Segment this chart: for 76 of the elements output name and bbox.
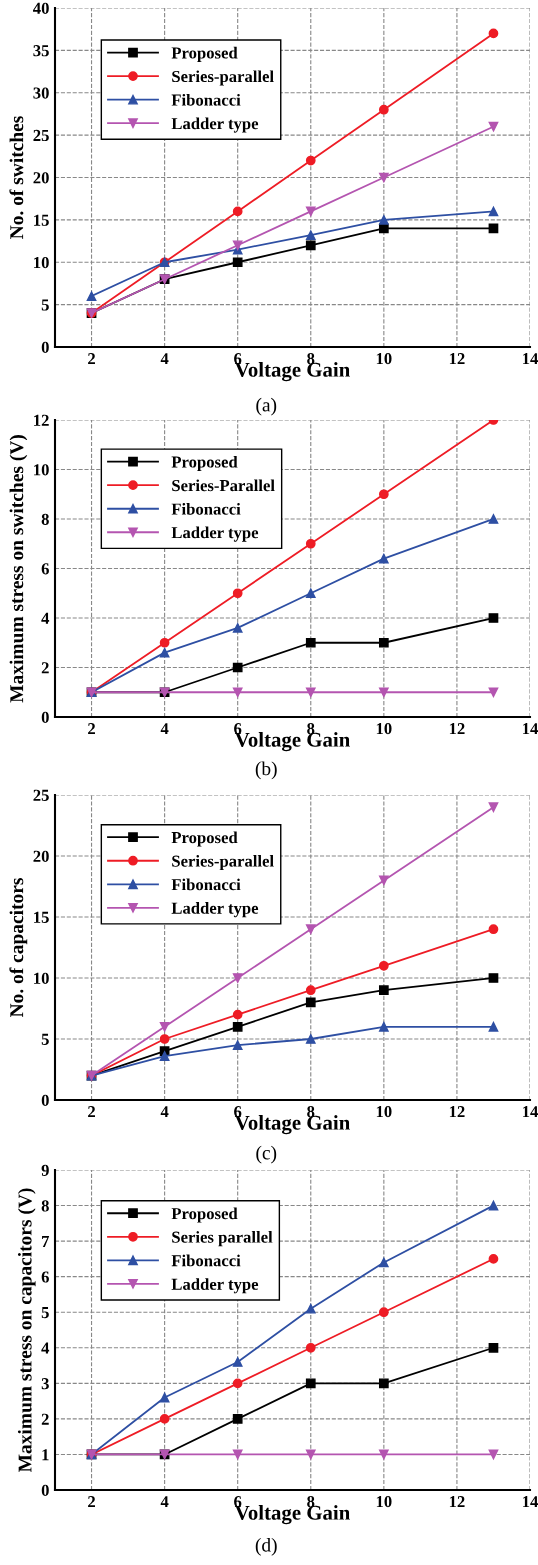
y-tick-label: 0 [41,1484,49,1496]
x-tick-label: 12 [449,723,465,735]
y-tick-label: 15 [34,911,49,923]
x-tick-label: 2 [88,723,95,735]
legend-label: Proposed [171,831,238,847]
y-tick-label: 8 [41,1200,49,1212]
y-axis-title: Maximum stress on switches (V) [9,435,28,703]
y-tick-label: 5 [41,1307,49,1319]
legend-label: Fibonacci [171,93,241,106]
text: (a) [256,397,277,416]
legend-label: Proposed [171,455,238,472]
y-tick-label: 20 [33,850,49,862]
y-tick-label: 4 [41,612,50,624]
legend-label: Proposed [171,46,238,62]
legend-label: Fibonacci [171,1254,241,1267]
y-tick-label: 40 [33,2,49,14]
legend-label: Proposed [171,1207,238,1223]
x-tick-label: 10 [376,353,392,365]
x-tick-label: 4 [160,1496,169,1508]
y-tick-label: 35 [33,45,49,57]
x-tick-label: 12 [449,353,465,365]
text: (b) [255,761,277,780]
x-tick-label: 12 [449,1496,465,1508]
legend-label: Ladder type [171,1278,259,1294]
y-tick-label: 0 [41,341,49,353]
legend-label: Ladder type [171,526,259,542]
legend-label: Ladder type [171,902,259,918]
y-tick-label: 25 [33,789,49,801]
x-tick-label: 14 [523,1106,538,1118]
y-tick-label: 5 [41,299,49,311]
y-tick-label: 2 [41,1413,49,1425]
x-tick-label: 2 [88,1496,95,1508]
text: (d) [255,1538,277,1556]
y-tick-label: 5 [41,1033,49,1045]
y-axis-title: No. of capacitors [9,878,28,1018]
y-tick-label: 1 [42,1449,49,1461]
y-tick-label: 7 [42,1235,50,1247]
x-tick-label: 4 [160,353,169,365]
x-tick-label: 14 [523,353,538,365]
x-tick-label: 10 [376,1496,392,1508]
x-tick-label: 4 [160,1106,169,1118]
legend-label: Fibonacci [171,502,241,515]
x-tick-label: 14 [523,723,538,735]
y-tick-label: 0 [41,711,49,723]
x-tick-label: 10 [376,1106,392,1118]
x-tick-label: 10 [376,723,392,735]
y-tick-label: 2 [41,662,49,674]
y-tick-label: 10 [34,464,49,476]
y-tick-label: 10 [34,256,49,269]
y-axis-title: Maximum stress on capacitors (V) [17,1188,36,1473]
y-tick-label: 25 [33,129,49,142]
y-tick-label: 20 [33,172,49,184]
y-tick-label: 15 [34,214,49,226]
legend-label: Series-Parallel [172,479,275,492]
legend-label: Fibonacci [171,878,241,891]
legend-label: Series-parallel [172,855,274,871]
legend-label: Series parallel [172,1231,273,1247]
y-tick-label: 3 [41,1378,49,1390]
y-tick-label: 6 [41,1271,49,1283]
y-tick-label: 30 [33,87,49,99]
y-tick-label: 4 [41,1342,50,1354]
y-tick-label: 8 [41,513,49,525]
y-tick-label: 9 [41,1164,49,1176]
legend-label: Ladder type [171,117,259,133]
y-axis-title: No. of switches [9,116,24,239]
legend-label: Series-parallel [172,70,274,86]
x-tick-label: 4 [160,723,169,735]
x-tick-label: 14 [523,1496,538,1508]
text: (c) [256,1145,277,1164]
x-tick-label: 2 [88,1106,95,1118]
y-tick-label: 10 [34,972,49,984]
x-tick-label: 2 [88,353,95,365]
y-tick-label: 12 [34,414,49,426]
y-tick-label: 0 [41,1094,49,1106]
y-tick-label: 6 [41,563,49,575]
x-tick-label: 12 [449,1106,465,1118]
